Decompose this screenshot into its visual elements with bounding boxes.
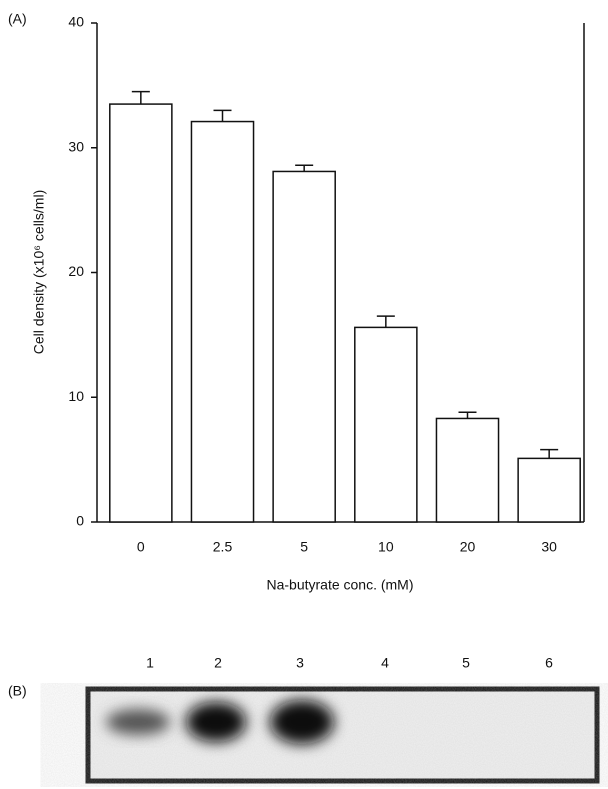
y-tick-label: 0 — [76, 513, 84, 529]
panel-label: (B) — [8, 683, 27, 699]
panel-label: (A) — [8, 11, 27, 27]
x-tick-label: 0 — [137, 539, 145, 555]
x-tick-label: 10 — [378, 539, 394, 555]
y-tick-label: 20 — [68, 263, 84, 279]
figure: (A) (B) Na-butyrate conc. (mM) Cell dens… — [0, 0, 608, 789]
x-tick-label: 20 — [460, 539, 476, 555]
lane-label: 6 — [545, 655, 553, 671]
x-axis-label: Na-butyrate conc. (mM) — [266, 577, 413, 593]
blot-band — [270, 700, 334, 744]
bar — [436, 418, 498, 522]
y-tick-label: 10 — [68, 388, 84, 404]
lane-label: 3 — [296, 655, 304, 671]
bar — [191, 122, 253, 522]
bar — [110, 104, 172, 522]
bar — [355, 327, 417, 522]
y-tick-label: 30 — [68, 138, 84, 154]
blot-band — [106, 709, 170, 735]
x-tick-label: 2.5 — [213, 539, 233, 555]
lane-label: 1 — [146, 655, 154, 671]
y-axis-label: Cell density (x10⁶ cells/ml) — [31, 190, 47, 354]
blot-band — [186, 702, 246, 742]
lane-label: 2 — [214, 655, 222, 671]
lane-label: 5 — [462, 655, 470, 671]
bar — [518, 458, 580, 522]
bar — [273, 171, 335, 522]
x-tick-label: 30 — [541, 539, 557, 555]
x-tick-label: 5 — [300, 539, 308, 555]
y-tick-label: 40 — [68, 14, 84, 30]
blot-texture — [91, 692, 594, 778]
lane-label: 4 — [381, 655, 389, 671]
